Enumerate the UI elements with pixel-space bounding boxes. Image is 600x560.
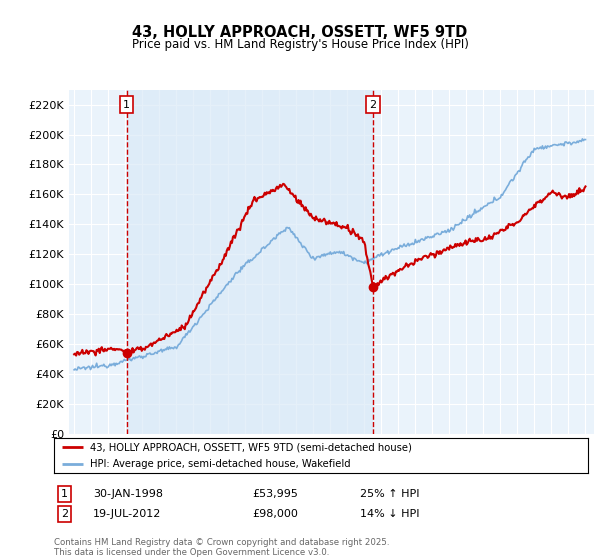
- Text: 43, HOLLY APPROACH, OSSETT, WF5 9TD: 43, HOLLY APPROACH, OSSETT, WF5 9TD: [133, 25, 467, 40]
- Text: 43, HOLLY APPROACH, OSSETT, WF5 9TD (semi-detached house): 43, HOLLY APPROACH, OSSETT, WF5 9TD (sem…: [91, 442, 412, 452]
- Text: HPI: Average price, semi-detached house, Wakefield: HPI: Average price, semi-detached house,…: [91, 459, 351, 469]
- Text: £53,995: £53,995: [252, 489, 298, 499]
- Text: 1: 1: [123, 100, 130, 110]
- Text: £98,000: £98,000: [252, 509, 298, 519]
- Text: 19-JUL-2012: 19-JUL-2012: [93, 509, 161, 519]
- Text: 25% ↑ HPI: 25% ↑ HPI: [360, 489, 419, 499]
- Text: 2: 2: [370, 100, 377, 110]
- Text: 2: 2: [61, 509, 68, 519]
- Text: 1: 1: [61, 489, 68, 499]
- Text: 30-JAN-1998: 30-JAN-1998: [93, 489, 163, 499]
- Bar: [127, 90, 373, 434]
- Text: Price paid vs. HM Land Registry's House Price Index (HPI): Price paid vs. HM Land Registry's House …: [131, 38, 469, 51]
- Text: Contains HM Land Registry data © Crown copyright and database right 2025.
This d: Contains HM Land Registry data © Crown c…: [54, 538, 389, 557]
- Text: 14% ↓ HPI: 14% ↓ HPI: [360, 509, 419, 519]
